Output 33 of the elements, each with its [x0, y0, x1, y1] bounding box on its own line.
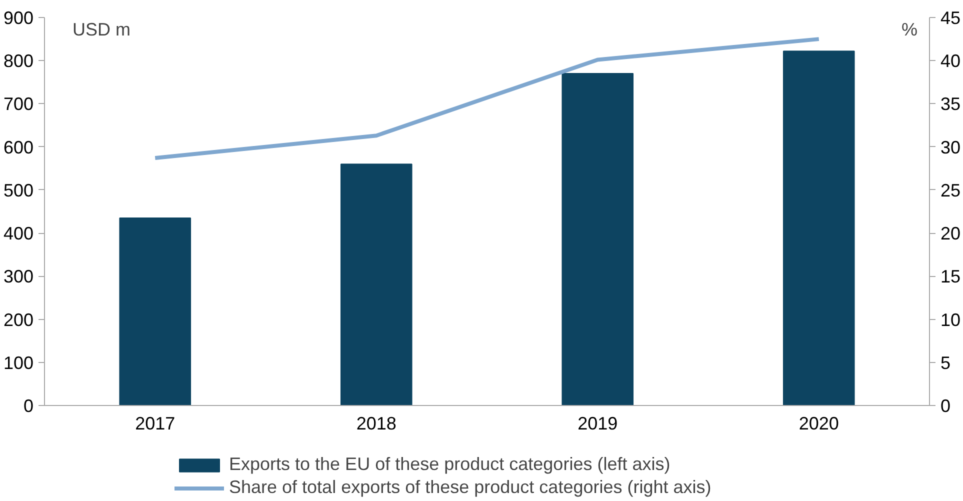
- y-tick-label: 600: [3, 137, 34, 158]
- bar: [340, 164, 412, 406]
- legend-label: Share of total exports of these product categories (right axis): [229, 477, 712, 498]
- x-tick-label: 2019: [578, 414, 618, 434]
- y2-tick-label: 45: [940, 8, 961, 28]
- legend-label: Exports to the EU of these product categories (left axis): [229, 454, 670, 475]
- y-axis-title: USD m: [72, 20, 130, 40]
- y2-tick-label: 5: [940, 352, 951, 373]
- x-tick-label: 2017: [135, 414, 176, 434]
- y-tick-label: 300: [3, 266, 34, 287]
- y-tick-label: 0: [23, 396, 34, 416]
- y2-tick-label: 10: [940, 310, 961, 330]
- y2-tick-label: 25: [940, 180, 961, 200]
- y-tick-label: 200: [3, 310, 34, 330]
- y2-tick-label: 20: [940, 224, 961, 244]
- y-tick-label: 900: [3, 8, 34, 28]
- y2-tick-label: 15: [940, 266, 961, 287]
- y2-tick-label: 30: [940, 137, 961, 158]
- y-tick-label: 700: [3, 94, 34, 114]
- line-series: [153, 37, 821, 160]
- y-tick-label: 500: [3, 180, 34, 200]
- y2-tick-label: 0: [940, 396, 951, 416]
- y-tick-label: 800: [3, 51, 34, 72]
- x-tick-label: 2020: [798, 414, 839, 434]
- bar: [782, 50, 855, 406]
- x-tick-label: 2018: [356, 414, 396, 434]
- y2-axis-title: %: [901, 20, 918, 40]
- bar: [562, 73, 634, 406]
- y-tick-label: 400: [3, 224, 34, 244]
- y2-tick-label: 35: [940, 94, 961, 114]
- bar: [119, 217, 192, 406]
- y-tick-label: 100: [3, 352, 34, 373]
- y2-tick-label: 40: [940, 51, 961, 72]
